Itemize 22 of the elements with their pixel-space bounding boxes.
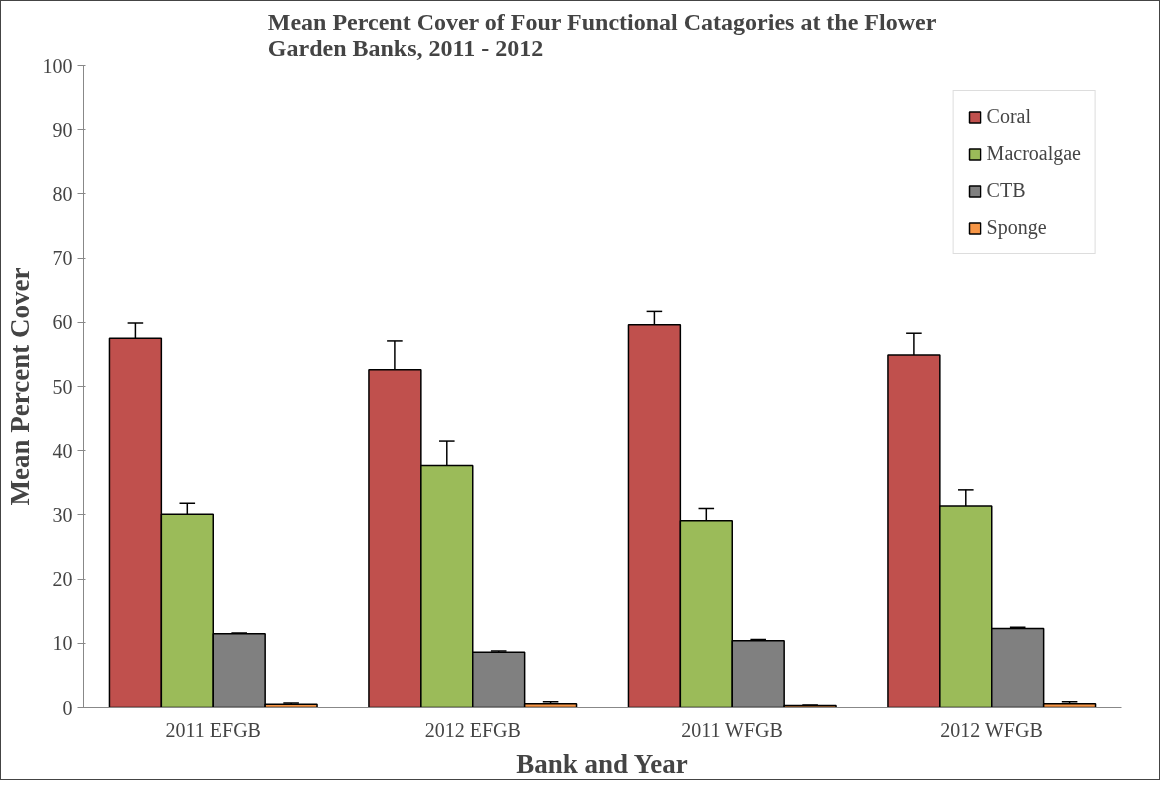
y-tick-label: 40 [52, 439, 73, 462]
legend-label: Macroalgae [986, 142, 1081, 165]
x-axis-title: Bank and Year [516, 748, 688, 779]
y-axis-title: Mean Percent Cover [4, 267, 35, 506]
x-tick-label: 2011 EFGB [165, 718, 261, 741]
y-tick-label: 50 [52, 375, 73, 398]
y-tick-label: 0 [62, 696, 73, 719]
chart-title: Mean Percent Cover of Four Functional Catagories at the Flower Garden Banks, 2011 - 2012 [267, 8, 937, 61]
x-tick-label: 2012 EFGB [424, 718, 521, 741]
legend-label: Coral [986, 105, 1032, 128]
y-tick-label: 20 [52, 568, 73, 591]
y-tick-label: 60 [52, 311, 73, 334]
x-tick-label: 2012 WFGB [940, 718, 1043, 741]
x-tick-label: 2011 WFGB [681, 718, 783, 741]
y-tick-label: 100 [42, 54, 73, 77]
y-tick-label: 80 [52, 182, 73, 205]
y-tick-label: 10 [52, 632, 73, 655]
y-tick-label: 90 [52, 118, 73, 141]
legend-label: Sponge [986, 216, 1047, 239]
y-tick-label: 70 [52, 247, 73, 270]
y-tick-label: 30 [52, 503, 73, 526]
legend-label: CTB [986, 179, 1026, 202]
